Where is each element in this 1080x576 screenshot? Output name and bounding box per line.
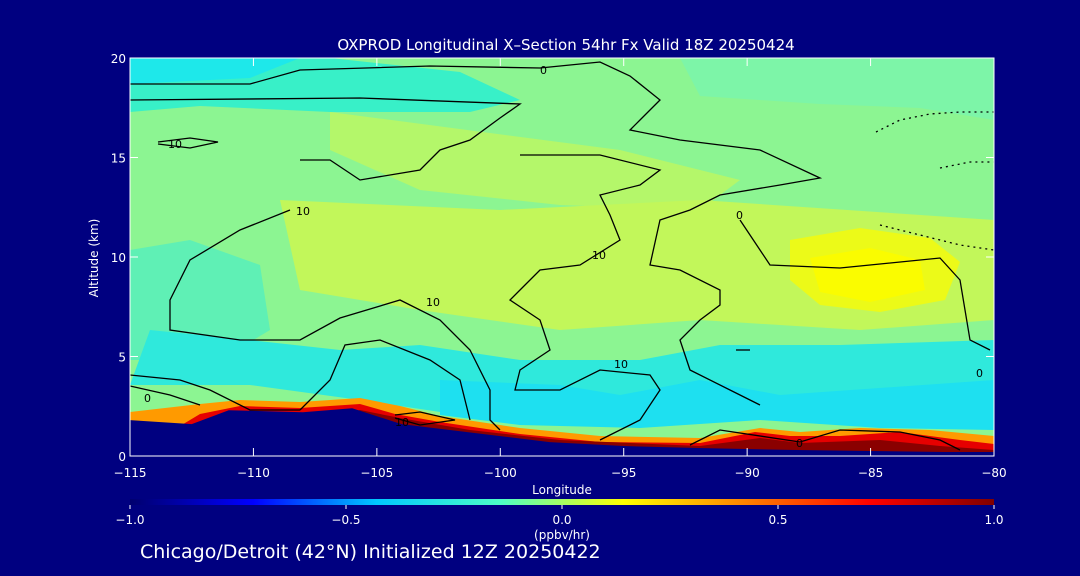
chart-title: OXPROD Longitudinal X–Section 54hr Fx Va… <box>337 36 794 54</box>
contour-zero-right <box>739 219 991 351</box>
x-tick-label: −115 <box>114 466 147 480</box>
colorbar-units: (ppbv/hr) <box>534 528 590 542</box>
colorbar-ticks: −1.0 −0.5 0.0 0.5 1.0 <box>115 505 1004 527</box>
left-mid-green-region <box>130 240 270 360</box>
contour-zero-dotted-3 <box>879 224 994 251</box>
x-tick-label: −105 <box>360 466 393 480</box>
footer-caption: Chicago/Detroit (42°N) Initialized 12Z 2… <box>140 541 601 563</box>
contour-label: 10 <box>395 416 409 429</box>
contour-label: 0 <box>796 437 803 450</box>
contour-label: 10 <box>168 138 182 151</box>
contour-label: 10 <box>296 205 310 218</box>
y-axis-label: Altitude (km) <box>87 219 101 298</box>
contour-label: 0 <box>144 392 151 405</box>
contour-ten-small-oval <box>157 137 219 149</box>
contour-label: 10 <box>426 296 440 309</box>
y-tick-label: 15 <box>111 152 126 166</box>
contour-label: 10 <box>614 358 628 371</box>
colorbar-tick-label: 0.0 <box>552 513 571 527</box>
y-tick-label: 10 <box>111 251 126 265</box>
x-axis: −115 −110 −105 −100 −95 −90 −85 −80 <box>114 58 1007 480</box>
contour-ten-upper-band <box>130 97 522 181</box>
lower-light-cyan-region <box>440 380 994 430</box>
contour-lines <box>130 61 994 451</box>
x-tick-label: −80 <box>981 466 1006 480</box>
upper-right-region <box>680 58 994 120</box>
contour-ten-left <box>130 374 300 411</box>
contour-label: 0 <box>976 367 983 380</box>
colorbar-tick-label: −1.0 <box>115 513 144 527</box>
contour-labels: 0 10 10 10 10 10 10 0 0 0 0 <box>144 64 983 450</box>
x-tick-label: −85 <box>858 466 883 480</box>
contour-label: 10 <box>592 249 606 262</box>
top-cyan-patch <box>130 58 300 84</box>
x-tick-label: −110 <box>237 466 270 480</box>
x-tick-label: −95 <box>611 466 636 480</box>
colorbar-tick-label: 0.5 <box>768 513 787 527</box>
contour-ten-small-loop <box>394 411 456 426</box>
colorbar <box>130 499 994 505</box>
contour-zero-lower-right <box>689 429 961 451</box>
contour-ten-left-hump <box>299 339 471 421</box>
yellow-core <box>810 248 925 302</box>
colorbar-tick-label: 1.0 <box>984 513 1003 527</box>
contour-zero-upper <box>130 61 823 406</box>
y-axis: 0 5 10 15 20 <box>111 52 994 464</box>
contour-ten-inner <box>508 154 662 441</box>
contour-label: 0 <box>540 64 547 77</box>
colorbar-tick-label: −0.5 <box>331 513 360 527</box>
terrain <box>130 408 994 456</box>
contour-zero-far-left <box>130 385 201 406</box>
contour-zero-dotted-2 <box>939 161 994 169</box>
x-tick-label: −90 <box>734 466 759 480</box>
y-tick-label: 0 <box>118 450 126 464</box>
contour-label: 0 <box>736 209 743 222</box>
y-tick-label: 5 <box>118 351 126 365</box>
x-axis-label: Longitude <box>532 483 592 497</box>
x-tick-label: −100 <box>484 466 517 480</box>
contour-ten-mid <box>169 209 501 431</box>
y-tick-label: 20 <box>111 52 126 66</box>
plot-area: 0 10 10 10 10 10 10 0 0 0 0 <box>130 58 994 456</box>
